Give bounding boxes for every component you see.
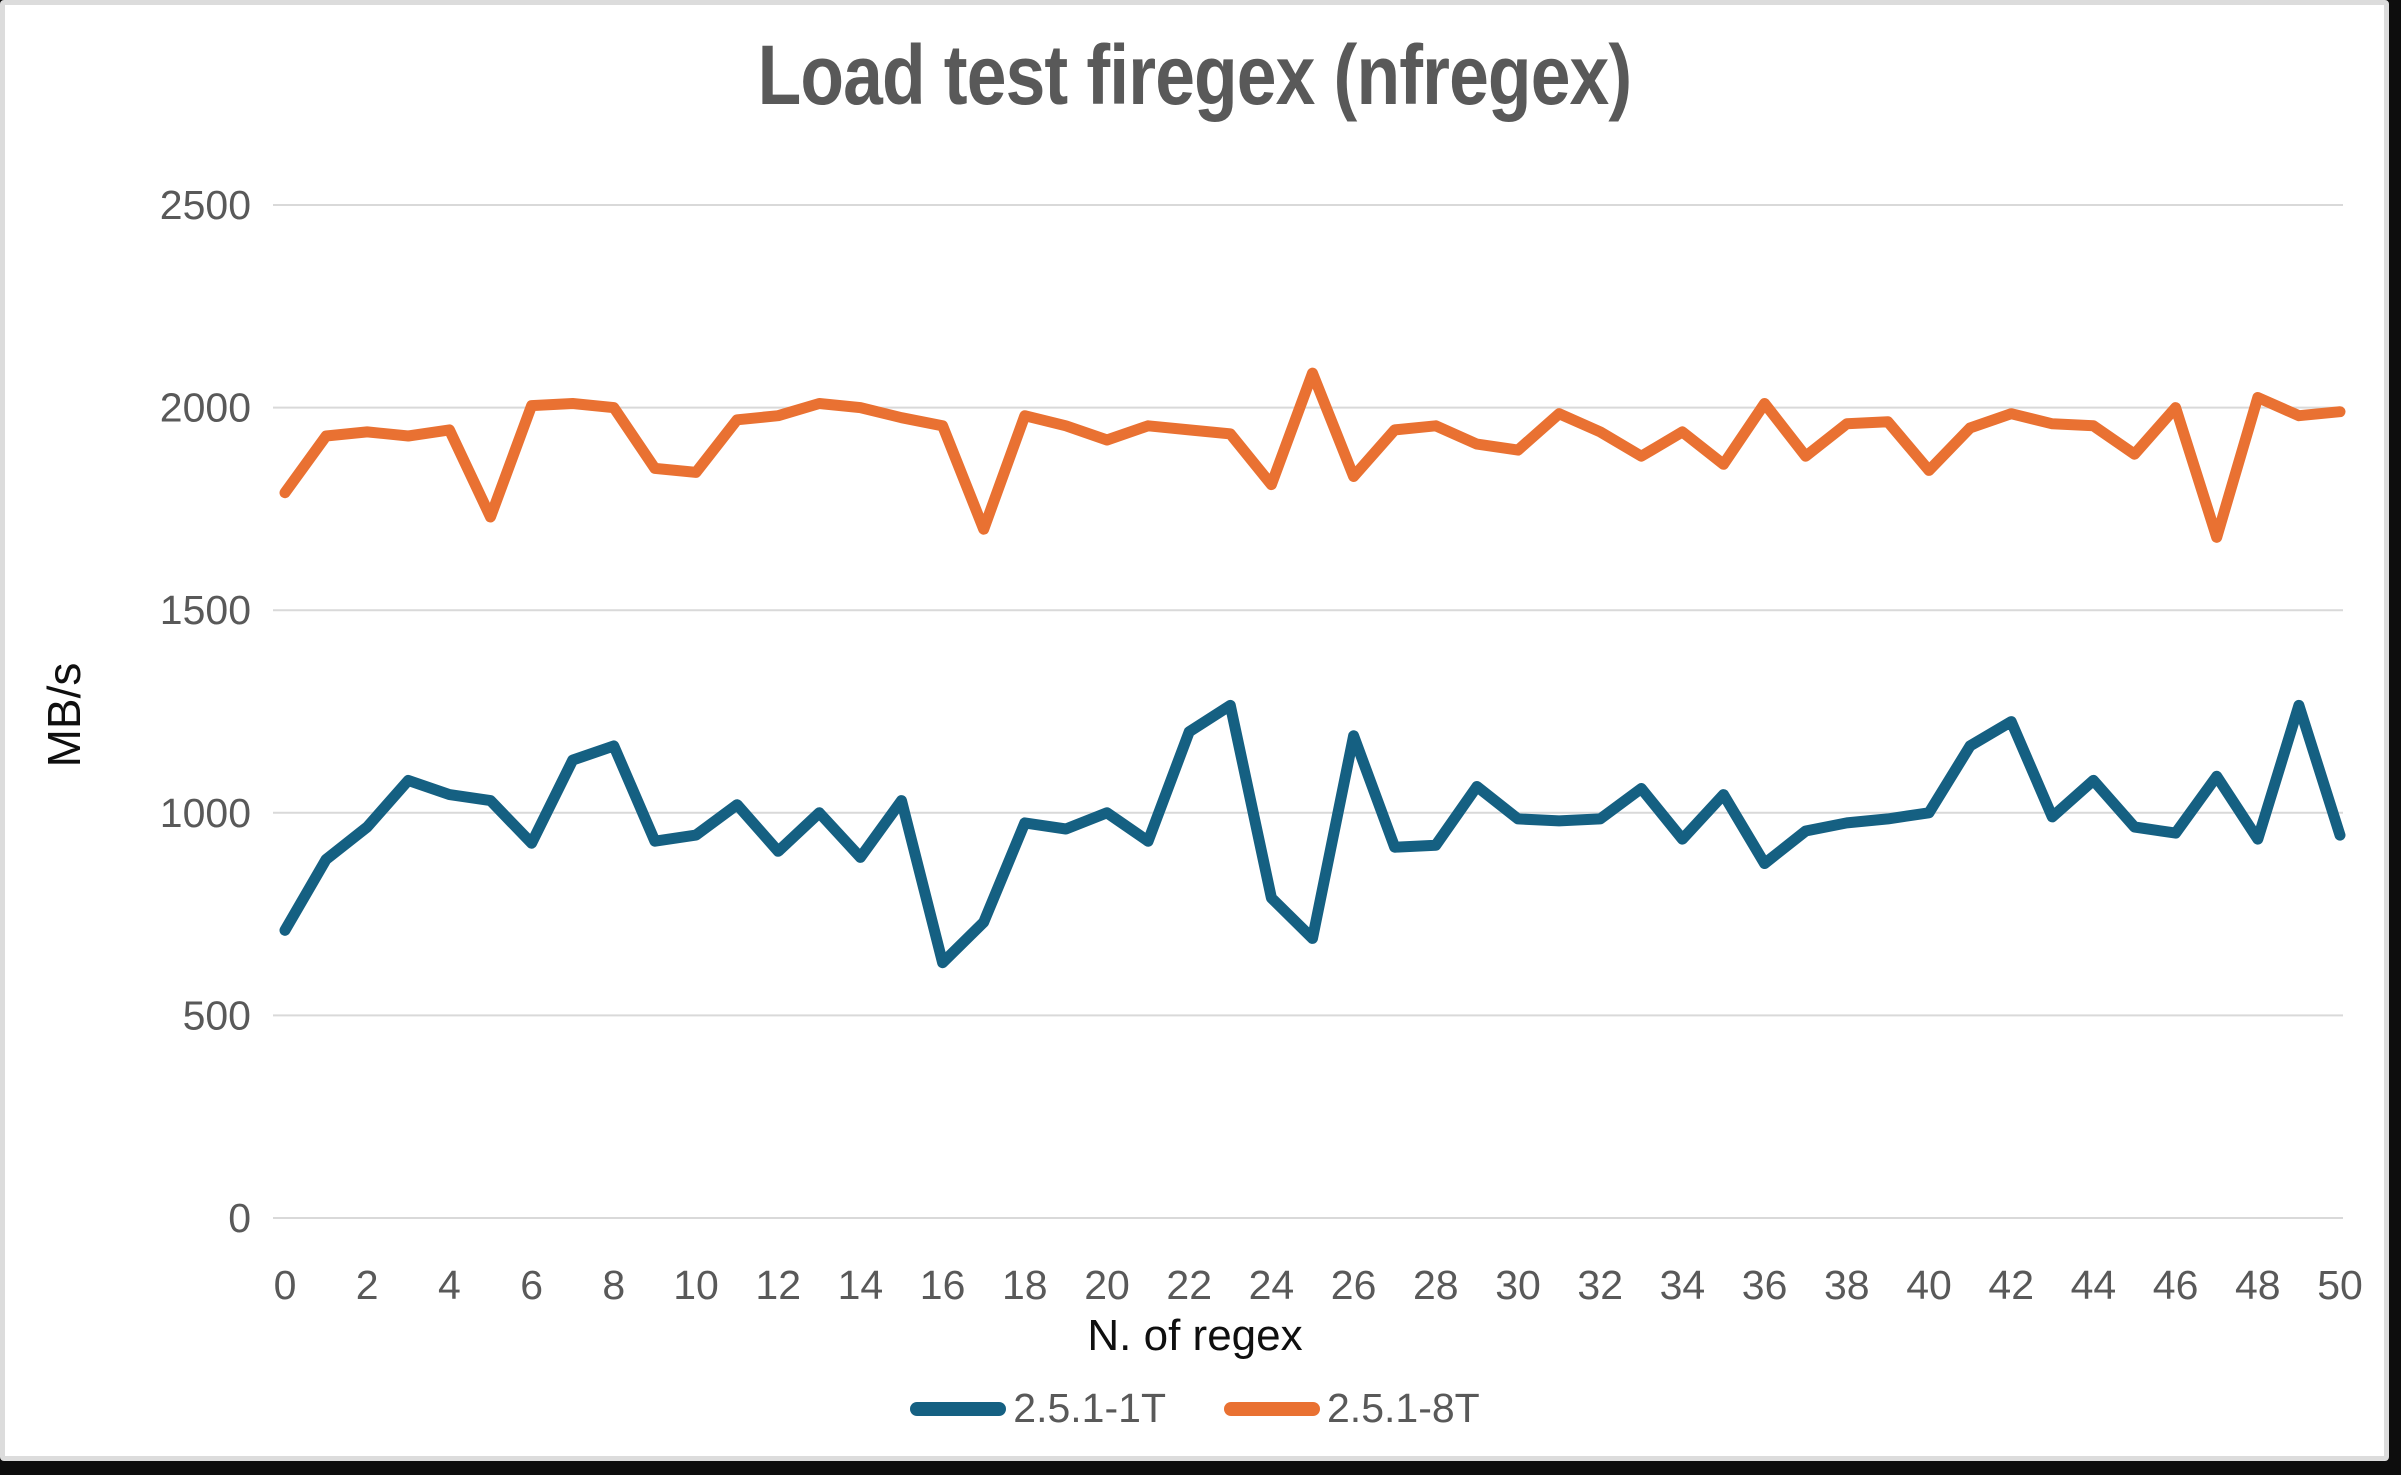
x-tick-label: 8 [602,1262,625,1308]
x-tick-label: 6 [520,1262,543,1308]
x-tick-label: 36 [1742,1262,1788,1308]
x-tick-label: 24 [1249,1262,1295,1308]
x-tick-label: 10 [673,1262,719,1308]
legend-swatch-8T [1224,1401,1320,1416]
x-tick-label: 50 [2317,1262,2363,1308]
x-tick-label: 48 [2235,1262,2281,1308]
x-tick-label: 14 [838,1262,884,1308]
legend-item-8T: 2.5.1-8T [1224,1385,1480,1432]
legend-label-8T: 2.5.1-8T [1327,1385,1480,1431]
y-axis-title: MB/s [38,662,90,768]
x-tick-label: 18 [1002,1262,1048,1308]
y-tick-label: 2000 [160,385,251,431]
x-tick-label: 42 [1988,1262,2034,1308]
chart-title: Load test firegex (nfregex) [757,28,1633,122]
series-line-2.5.1-1T [279,699,2346,969]
legend-item-1T: 2.5.1-1T [910,1385,1166,1432]
y-tick-label: 2500 [160,182,251,228]
x-tick-label: 2 [356,1262,379,1308]
x-tick-label: 40 [1906,1262,1952,1308]
x-tick-label: 22 [1166,1262,1212,1308]
x-tick-label: 16 [920,1262,966,1308]
x-tick-label: 4 [438,1262,461,1308]
x-axis-title: N. of regex [1087,1311,1303,1360]
series-line-2.5.1-8T [279,367,2346,543]
legend-swatch-1T [910,1401,1007,1416]
x-tick-label: 32 [1577,1262,1623,1308]
x-tick-label: 0 [274,1262,297,1308]
x-tick-label: 34 [1660,1262,1706,1308]
x-tick-label: 46 [2153,1262,2199,1308]
x-tick-label: 38 [1824,1262,1870,1308]
y-tick-label: 1500 [160,587,251,633]
legend: 2.5.1-1T 2.5.1-8T [5,1385,2385,1432]
y-tick-label: 1000 [160,790,251,836]
x-tick-label: 12 [755,1262,801,1308]
y-tick-label: 0 [228,1195,251,1241]
x-tick-label: 26 [1331,1262,1377,1308]
x-tick-label: 30 [1495,1262,1541,1308]
x-tick-label: 44 [2071,1262,2117,1308]
y-tick-label: 500 [183,992,251,1038]
legend-label-1T: 2.5.1-1T [1013,1385,1166,1431]
x-tick-label: 20 [1084,1262,1130,1308]
x-tick-label: 28 [1413,1262,1459,1308]
